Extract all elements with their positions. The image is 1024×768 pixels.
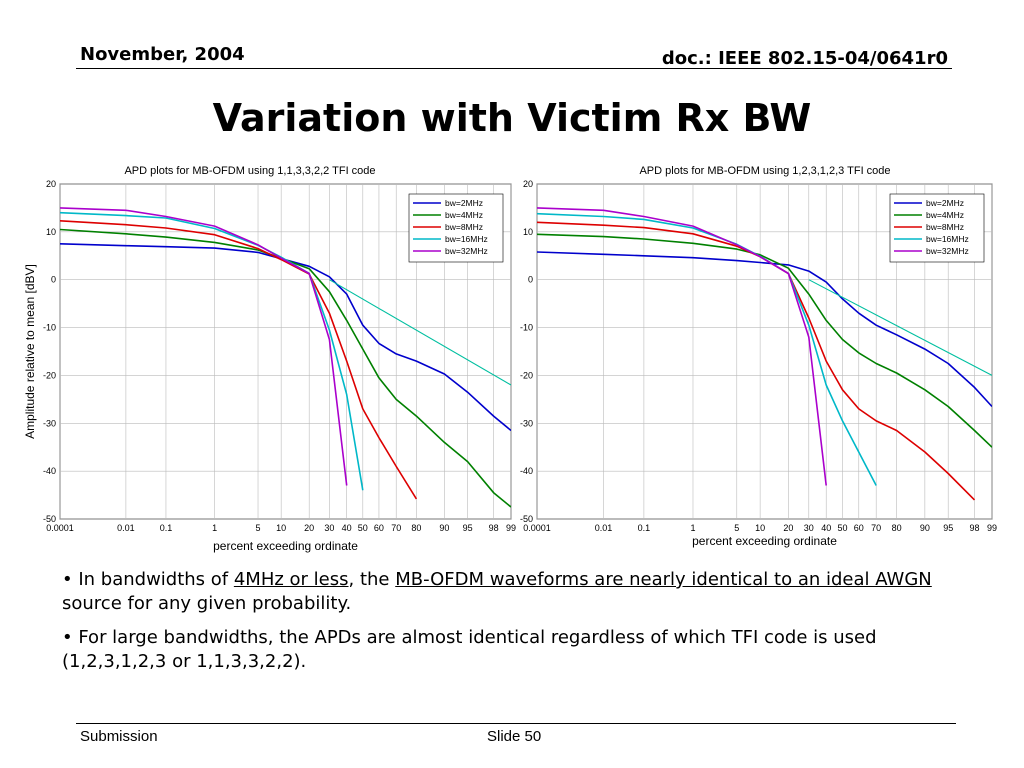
legend-label: bw=4MHz <box>926 210 964 220</box>
x-tick-label: 99 <box>506 523 516 533</box>
footer-slide-number: Slide 50 <box>487 728 542 745</box>
x-tick-label: 10 <box>755 523 765 533</box>
chart-title: APD plots for MB-OFDM using 1,2,3,1,2,3 … <box>639 165 890 177</box>
footer-submission: Submission <box>80 728 158 745</box>
y-tick-label: -20 <box>43 370 56 380</box>
x-tick-label: 80 <box>892 523 902 533</box>
slide-title: Variation with Victim Rx BW <box>212 96 812 140</box>
series-line-bw-32MHz <box>537 207 827 486</box>
y-tick-label: 0 <box>528 275 533 285</box>
reference-line <box>808 279 992 376</box>
x-tick-label: 99 <box>987 523 997 533</box>
series-line-bw-8MHz <box>537 221 976 501</box>
bullet-text-fragment: • In bandwidths of <box>62 569 234 590</box>
x-tick-label: 0.1 <box>160 523 173 533</box>
x-tick-label: 0.1 <box>638 523 651 533</box>
x-tick-label: 20 <box>783 523 793 533</box>
y-tick-label: -30 <box>43 418 56 428</box>
legend-label: bw=2MHz <box>445 198 483 208</box>
x-tick-label: 40 <box>821 523 831 533</box>
x-tick-label: 60 <box>854 523 864 533</box>
x-tick-label: 0.01 <box>117 523 135 533</box>
x-tick-label: 50 <box>837 523 847 533</box>
footer-divider <box>76 723 956 724</box>
chart-title: APD plots for MB-OFDM using 1,1,3,3,2,2 … <box>124 165 375 177</box>
x-tick-label: 30 <box>804 523 814 533</box>
x-tick-label: 98 <box>489 523 499 533</box>
y-tick-label: -50 <box>43 514 56 524</box>
legend-label: bw=16MHz <box>445 234 488 244</box>
x-tick-label: 0.0001 <box>46 523 74 533</box>
y-tick-label: -10 <box>43 323 56 333</box>
series-line-bw-2MHz <box>60 243 511 432</box>
x-tick-label: 0.0001 <box>523 523 551 533</box>
y-tick-label: -30 <box>520 418 533 428</box>
header-date: November, 2004 <box>80 44 245 65</box>
y-tick-label: 10 <box>46 227 56 237</box>
bullet-list: • In bandwidths of 4MHz or less, the MB-… <box>62 568 962 684</box>
x-tick-label: 0.01 <box>595 523 613 533</box>
series-line-bw-2MHz <box>537 251 992 408</box>
x-tick-label: 70 <box>871 523 881 533</box>
x-tick-label: 90 <box>920 523 930 533</box>
y-tick-label: 20 <box>523 179 533 189</box>
legend-label: bw=32MHz <box>445 246 488 256</box>
y-tick-label: 0 <box>51 275 56 285</box>
bullet-text-fragment: source for any given probability. <box>62 593 352 614</box>
x-tick-label: 90 <box>439 523 449 533</box>
bullet-text-fragment: • For large bandwidths, the APDs are alm… <box>62 627 877 672</box>
x-tick-label: 80 <box>411 523 421 533</box>
legend-label: bw=32MHz <box>926 246 969 256</box>
y-tick-label: -40 <box>43 466 56 476</box>
x-tick-label: 20 <box>304 523 314 533</box>
x-tick-label: 95 <box>463 523 473 533</box>
y-tick-label: 10 <box>523 227 533 237</box>
bullet-text-fragment: , the <box>348 569 396 590</box>
legend-label: bw=8MHz <box>926 222 964 232</box>
x-tick-label: 1 <box>212 523 217 533</box>
series-line-bw-4MHz <box>537 233 992 448</box>
x-tick-label: 60 <box>374 523 384 533</box>
x-tick-label: 70 <box>391 523 401 533</box>
legend-label: bw=16MHz <box>926 234 969 244</box>
y-tick-label: 20 <box>46 179 56 189</box>
header-doc-id: doc.: IEEE 802.15-04/0641r0 <box>661 48 948 69</box>
series-line-bw-32MHz <box>60 207 348 486</box>
legend-label: bw=4MHz <box>445 210 483 220</box>
x-tick-label: 40 <box>342 523 352 533</box>
series-line-bw-4MHz <box>60 228 511 508</box>
x-tick-label: 30 <box>324 523 334 533</box>
y-tick-label: -20 <box>520 370 533 380</box>
x-tick-label: 5 <box>734 523 739 533</box>
bullet-item-2: • For large bandwidths, the APDs are alm… <box>62 626 962 674</box>
x-tick-label: 50 <box>358 523 368 533</box>
bullet-text-fragment: 4MHz or less <box>233 569 349 590</box>
x-axis-label: percent exceeding ordinate <box>692 534 837 548</box>
x-tick-label: 10 <box>276 523 286 533</box>
legend-label: bw=8MHz <box>445 222 483 232</box>
apd-chart-right: 20 10 0 -10 -20 -30 -40 -500.0001 0.01 0.1 1 5 10 20 3… <box>520 165 997 548</box>
legend-label: bw=2MHz <box>926 198 964 208</box>
x-tick-label: 1 <box>690 523 695 533</box>
x-tick-label: 95 <box>943 523 953 533</box>
x-axis-label: percent exceeding ordinate <box>213 539 358 553</box>
reference-line <box>329 279 511 386</box>
y-tick-label: -10 <box>520 323 533 333</box>
bullet-text-fragment: MB-OFDM waveforms are nearly identical t… <box>395 569 932 590</box>
x-tick-label: 5 <box>256 523 261 533</box>
y-tick-label: -50 <box>520 514 533 524</box>
y-tick-label: -40 <box>520 466 533 476</box>
y-axis-label: Amplitude relative to mean [dBV] <box>23 264 37 439</box>
x-tick-label: 98 <box>969 523 979 533</box>
apd-chart-left: 20 10 0 -10 -20 -30 -40 -500.0001 0.01 0.1 1 5 10 20 3… <box>23 165 516 553</box>
header-divider <box>76 68 952 69</box>
bullet-item-1: • In bandwidths of 4MHz or less, the MB-… <box>62 568 962 616</box>
